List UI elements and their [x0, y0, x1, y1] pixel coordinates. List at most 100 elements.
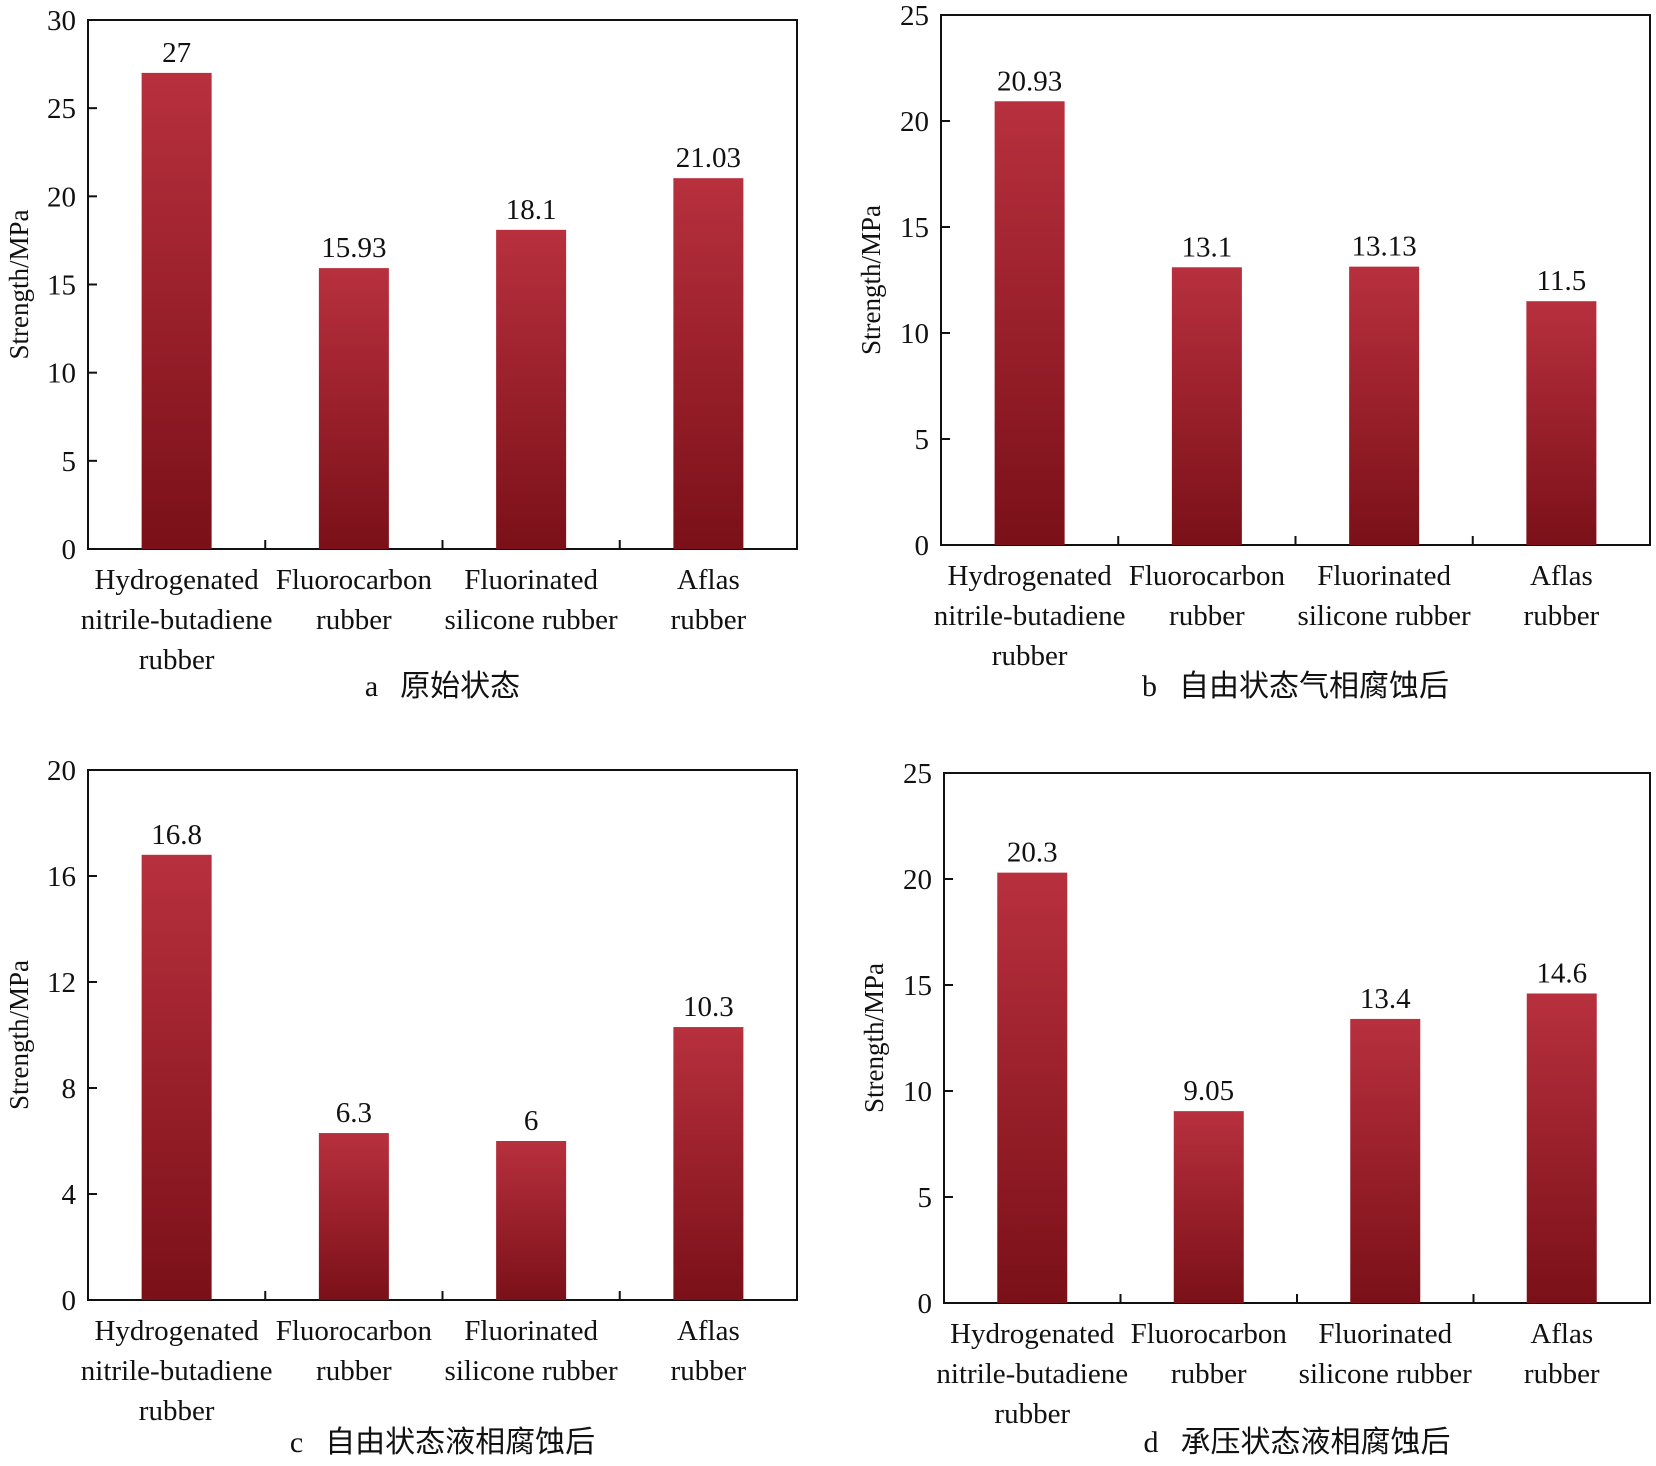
- bar: [1350, 1018, 1421, 1303]
- y-tick-label: 10: [903, 1076, 932, 1108]
- bar: [141, 72, 212, 550]
- bar: [141, 854, 212, 1300]
- panel-a: 0 5 10 15 20 25 30 Strength/MPa 27 Hydrogenated ni…: [4, 5, 798, 703]
- bar: [673, 178, 744, 549]
- bar: [994, 101, 1065, 545]
- caption-text: 承压状态液相腐蚀后: [1181, 1426, 1451, 1459]
- panel-caption: a 原始状态: [365, 670, 520, 703]
- caption-letter: b: [1142, 670, 1157, 703]
- y-axis-label: Strength/MPa: [4, 960, 34, 1110]
- x-category-label: rubber: [1171, 1358, 1247, 1390]
- data-label: 11.5: [1537, 265, 1587, 297]
- x-category-label: silicone rubber: [445, 1355, 618, 1387]
- x-category-label: Aflas: [677, 1315, 740, 1347]
- x-category-label: Fluorinated: [1318, 1318, 1452, 1350]
- y-tick-label: 10: [900, 318, 929, 350]
- x-category-label: rubber: [139, 1395, 215, 1427]
- data-label: 14.6: [1536, 957, 1587, 989]
- bar: [1526, 993, 1597, 1303]
- x-category-label: Hydrogenated: [94, 1315, 259, 1347]
- x-category-label: silicone rubber: [445, 604, 618, 636]
- panel-d: 0 5 10 15 20 25 Strength/MPa 20.3 Hydrogenated ni…: [859, 758, 1651, 1459]
- x-category-label: rubber: [139, 644, 215, 676]
- bar: [997, 872, 1068, 1303]
- y-tick-label: 30: [47, 5, 76, 37]
- y-tick-label: 15: [47, 270, 76, 302]
- data-label: 9.05: [1183, 1075, 1234, 1107]
- data-label: 21.03: [676, 142, 741, 174]
- y-tick-label: 15: [903, 970, 932, 1002]
- x-category-label: Fluorinated: [1317, 560, 1451, 592]
- x-category-label: rubber: [316, 604, 392, 636]
- bar: [673, 1027, 744, 1300]
- y-axis-label: Strength/MPa: [856, 205, 886, 355]
- y-tick-label: 20: [903, 864, 932, 896]
- x-category-label: nitrile-butadiene: [934, 600, 1126, 632]
- caption-text: 自由状态气相腐蚀后: [1179, 670, 1449, 703]
- panel-b: 0 5 10 15 20 25 Strength/MPa 20.93 Hydrogenated n…: [856, 0, 1651, 703]
- bar: [318, 1133, 389, 1300]
- data-label: 13.4: [1360, 983, 1411, 1015]
- x-category-label: rubber: [1524, 1358, 1600, 1390]
- x-category-label: nitrile-butadiene: [936, 1358, 1128, 1390]
- y-tick-label: 16: [47, 861, 76, 893]
- y-tick-label: 4: [62, 1179, 77, 1211]
- x-category-label: rubber: [671, 604, 747, 636]
- data-label: 18.1: [506, 194, 557, 226]
- caption-letter: d: [1144, 1426, 1159, 1459]
- x-category-label: rubber: [316, 1355, 392, 1387]
- data-label: 13.1: [1182, 231, 1233, 263]
- data-label: 16.8: [151, 819, 202, 851]
- x-category-label: nitrile-butadiene: [81, 1355, 273, 1387]
- y-tick-label: 0: [918, 1288, 933, 1320]
- bar: [318, 268, 389, 549]
- y-tick-label: 0: [915, 530, 930, 562]
- x-category-label: Aflas: [677, 564, 740, 596]
- y-tick-label: 20: [47, 181, 76, 213]
- bar: [496, 1141, 567, 1300]
- y-axis-label: Strength/MPa: [4, 209, 34, 359]
- panel-c: 0 4 8 12 16 20 Strength/MPa 16.8 Hydrogenated nit…: [4, 755, 798, 1459]
- x-category-label: Fluorinated: [464, 1315, 598, 1347]
- caption-letter: c: [290, 1426, 303, 1459]
- x-category-label: Fluorocarbon: [276, 1315, 433, 1347]
- x-category-label: Fluorocarbon: [1131, 1318, 1288, 1350]
- data-label: 27: [162, 37, 191, 69]
- x-category-label: nitrile-butadiene: [81, 604, 273, 636]
- y-tick-label: 0: [62, 1285, 77, 1317]
- x-category-label: rubber: [1524, 600, 1600, 632]
- x-category-label: Fluorocarbon: [276, 564, 433, 596]
- x-category-label: rubber: [671, 1355, 747, 1387]
- x-category-label: Hydrogenated: [947, 560, 1112, 592]
- data-label: 10.3: [683, 991, 734, 1023]
- bar: [1173, 1111, 1244, 1303]
- y-tick-label: 25: [47, 93, 76, 125]
- caption-letter: a: [365, 670, 378, 703]
- data-label: 6: [524, 1105, 539, 1137]
- y-tick-label: 15: [900, 212, 929, 244]
- y-tick-label: 25: [903, 758, 932, 790]
- bar: [1349, 266, 1420, 545]
- x-category-label: Aflas: [1530, 1318, 1593, 1350]
- x-category-label: Hydrogenated: [94, 564, 259, 596]
- y-tick-label: 20: [900, 106, 929, 138]
- y-tick-label: 5: [915, 424, 930, 456]
- y-tick-label: 20: [47, 755, 76, 787]
- caption-text: 自由状态液相腐蚀后: [325, 1426, 595, 1459]
- x-category-label: Fluorinated: [464, 564, 598, 596]
- panel-caption: c 自由状态液相腐蚀后: [290, 1426, 595, 1459]
- data-label: 13.13: [1352, 231, 1417, 263]
- x-category-label: rubber: [992, 640, 1068, 672]
- bar: [1526, 301, 1597, 545]
- y-tick-label: 10: [47, 358, 76, 390]
- y-tick-label: 12: [47, 967, 76, 999]
- bar: [1171, 267, 1242, 545]
- y-axis-label: Strength/MPa: [859, 963, 889, 1113]
- x-category-label: rubber: [1169, 600, 1245, 632]
- x-category-label: Aflas: [1530, 560, 1593, 592]
- y-tick-label: 0: [62, 534, 77, 566]
- data-label: 15.93: [321, 232, 386, 264]
- data-label: 6.3: [336, 1097, 372, 1129]
- y-tick-label: 8: [62, 1073, 77, 1105]
- x-category-label: silicone rubber: [1299, 1358, 1472, 1390]
